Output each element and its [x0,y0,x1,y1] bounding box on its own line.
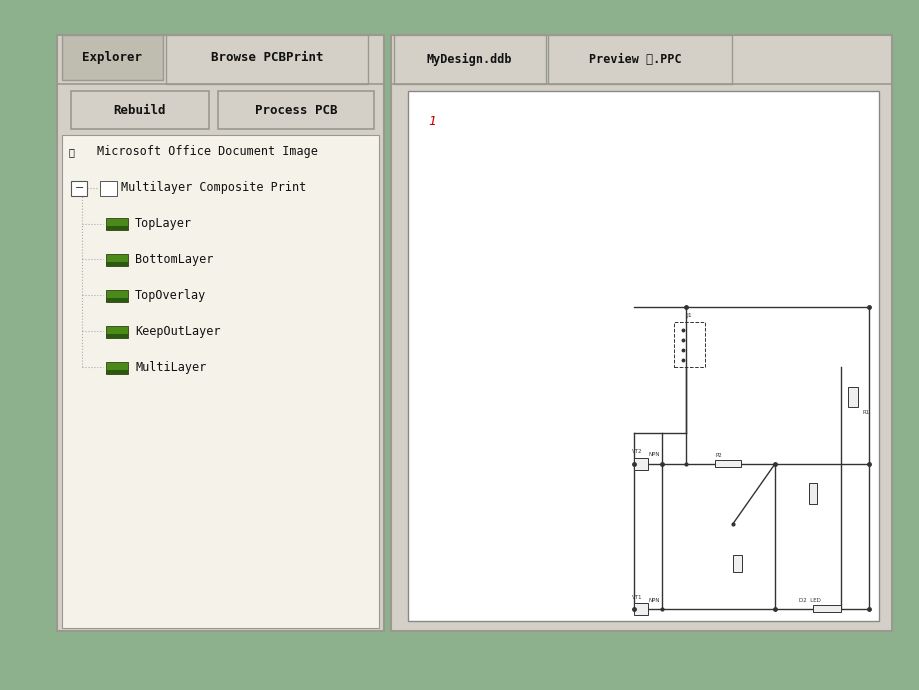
Bar [62,34,163,80]
Bar [100,181,117,196]
Bar [812,604,840,613]
Text: 1: 1 [427,115,435,128]
Bar [106,334,128,338]
Bar [393,34,545,84]
Bar [106,226,128,230]
Bar [391,34,891,631]
Text: KeepOutLayer: KeepOutLayer [135,325,221,337]
Bar [106,370,128,374]
Bar [732,555,742,572]
Text: MyDesign.ddb: MyDesign.ddb [426,53,512,66]
Text: NPN: NPN [648,598,659,603]
Bar [674,322,704,367]
Bar [714,460,740,467]
Bar [106,298,128,302]
Bar [71,91,209,129]
Text: D2  LED: D2 LED [799,598,821,603]
Text: Browse PCBPrint: Browse PCBPrint [210,52,323,64]
Text: Preview 双.PPC: Preview 双.PPC [589,53,681,66]
Text: Multilayer Composite Print: Multilayer Composite Print [120,181,305,194]
Text: Explorer: Explorer [82,52,142,64]
Text: VT1: VT1 [631,595,641,600]
Text: Microsoft Office Document Image: Microsoft Office Document Image [96,146,317,158]
Bar [106,262,128,266]
Text: −: − [74,183,84,193]
Bar [407,91,878,621]
Text: VT2: VT2 [631,449,641,454]
Bar [106,362,128,374]
Bar [165,34,368,84]
Text: Process PCB: Process PCB [255,104,337,117]
Text: P2: P2 [714,453,721,458]
Text: Rebuild: Rebuild [113,104,166,117]
Bar [106,290,128,302]
Bar [633,603,648,615]
Bar [62,135,379,628]
Bar [548,34,732,84]
Bar [633,458,648,471]
Text: MultiLayer: MultiLayer [135,361,206,373]
Text: NPN: NPN [648,453,659,457]
Bar [106,254,128,266]
Text: TopLayer: TopLayer [135,217,192,230]
Text: 🖨: 🖨 [69,147,74,157]
Bar [106,218,128,230]
Bar [57,34,383,631]
Text: BottomLayer: BottomLayer [135,253,213,266]
Bar [71,181,87,196]
Bar [847,388,857,407]
Bar [808,484,816,504]
Text: J1: J1 [686,313,691,318]
Text: TopOverlay: TopOverlay [135,289,206,302]
Text: R1: R1 [861,410,868,415]
Bar [106,326,128,338]
Bar [218,91,374,129]
